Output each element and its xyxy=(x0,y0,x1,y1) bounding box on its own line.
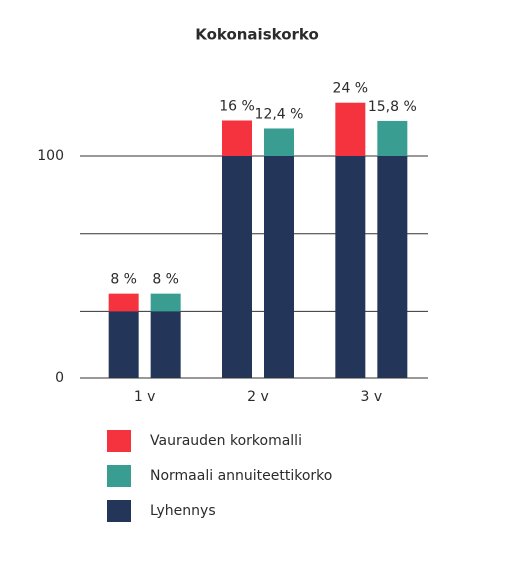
legend-swatch xyxy=(107,465,131,487)
bar-segment xyxy=(264,128,294,156)
value-label: 24 % xyxy=(333,81,369,97)
bar-segment xyxy=(150,293,181,312)
value-label: 16 % xyxy=(219,98,255,114)
value-label: 8 % xyxy=(152,272,179,288)
value-label: 12,4 % xyxy=(255,106,304,122)
bar-segment xyxy=(264,156,294,378)
legend-swatch xyxy=(107,430,131,452)
legend-label: Lyhennys xyxy=(150,503,216,519)
legend-label: Vaurauden korkomalli xyxy=(150,433,302,449)
bar-segment xyxy=(222,120,252,156)
y-tick-label: 0 xyxy=(55,370,64,386)
chart-title: Kokonaiskorko xyxy=(195,26,319,44)
bar-segment xyxy=(108,293,139,312)
y-tick-label: 100 xyxy=(37,148,64,164)
legend-swatch xyxy=(107,500,131,522)
bar-segment xyxy=(335,102,366,156)
x-tick-label: 1 v xyxy=(134,389,156,405)
legend-label: Normaali annuiteettikorko xyxy=(150,468,332,484)
bar-segment xyxy=(222,156,252,378)
x-tick-label: 2 v xyxy=(247,389,269,405)
bar-segment xyxy=(377,120,408,156)
value-label: 8 % xyxy=(110,272,137,288)
bar-segment xyxy=(335,156,366,378)
value-label: 15,8 % xyxy=(368,99,417,115)
x-tick-label: 3 v xyxy=(361,389,383,405)
bar-segment xyxy=(377,156,408,378)
bar-segment xyxy=(108,311,139,378)
bar-segment xyxy=(150,311,181,378)
